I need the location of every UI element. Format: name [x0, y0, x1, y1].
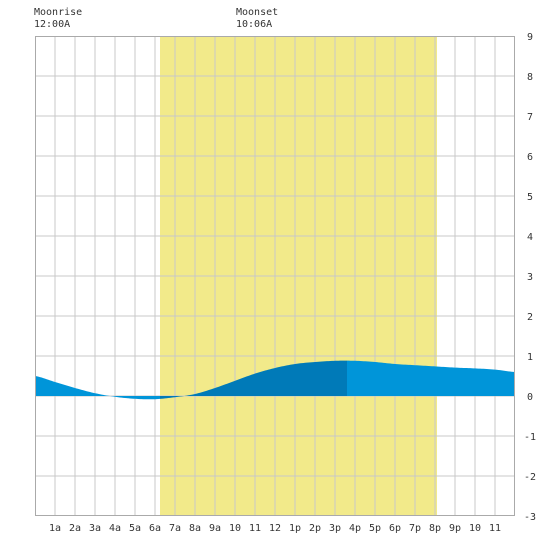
x-tick-label: 2p	[309, 523, 321, 534]
x-tick-label: 4a	[109, 523, 121, 534]
x-tick-label: 8p	[429, 523, 441, 534]
x-tick-label: 5a	[129, 523, 141, 534]
moonrise-label: Moonrise	[34, 7, 83, 18]
y-tick-label: 5	[527, 192, 533, 203]
y-tick-label: 0	[527, 392, 533, 403]
x-tick-label: 10	[229, 523, 241, 534]
x-tick-label: 11	[489, 523, 501, 534]
moonrise-time: 12:00A	[34, 19, 71, 30]
x-tick-label: 11	[249, 523, 261, 534]
x-tick-label: 10	[469, 523, 481, 534]
x-tick-label: 1p	[289, 523, 301, 534]
x-tick-label: 6p	[389, 523, 401, 534]
y-tick-label: 3	[527, 272, 533, 283]
x-tick-label: 3a	[89, 523, 101, 534]
moonset-label: Moonset	[236, 7, 279, 18]
x-tick-label: 6a	[149, 523, 161, 534]
y-tick-label: 9	[527, 32, 533, 43]
x-tick-label: 2a	[69, 523, 81, 534]
tide-area-before	[35, 376, 160, 400]
plot-frame	[35, 36, 515, 516]
x-tick-label: 8a	[189, 523, 201, 534]
y-tick-label: 2	[527, 312, 533, 323]
tide-area-highlight	[160, 360, 347, 399]
x-tick-label: 7p	[409, 523, 421, 534]
y-tick-label: 4	[527, 232, 533, 243]
y-tick-label: -2	[524, 472, 536, 483]
y-tick-label: -3	[524, 512, 536, 523]
y-tick-label: 8	[527, 72, 533, 83]
x-tick-label: 9p	[449, 523, 461, 534]
x-tick-label: 3p	[329, 523, 341, 534]
x-tick-label: 4p	[349, 523, 361, 534]
y-tick-label: 7	[527, 112, 533, 123]
x-tick-label: 9a	[209, 523, 221, 534]
tide-area-after	[347, 360, 515, 396]
x-tick-label: 5p	[369, 523, 381, 534]
y-tick-label: -1	[524, 432, 536, 443]
x-tick-label: 1a	[49, 523, 61, 534]
y-tick-label: 1	[527, 352, 533, 363]
x-tick-label: 12	[269, 523, 281, 534]
y-tick-label: 6	[527, 152, 533, 163]
moonset-time: 10:06A	[236, 19, 273, 30]
x-tick-label: 7a	[169, 523, 181, 534]
